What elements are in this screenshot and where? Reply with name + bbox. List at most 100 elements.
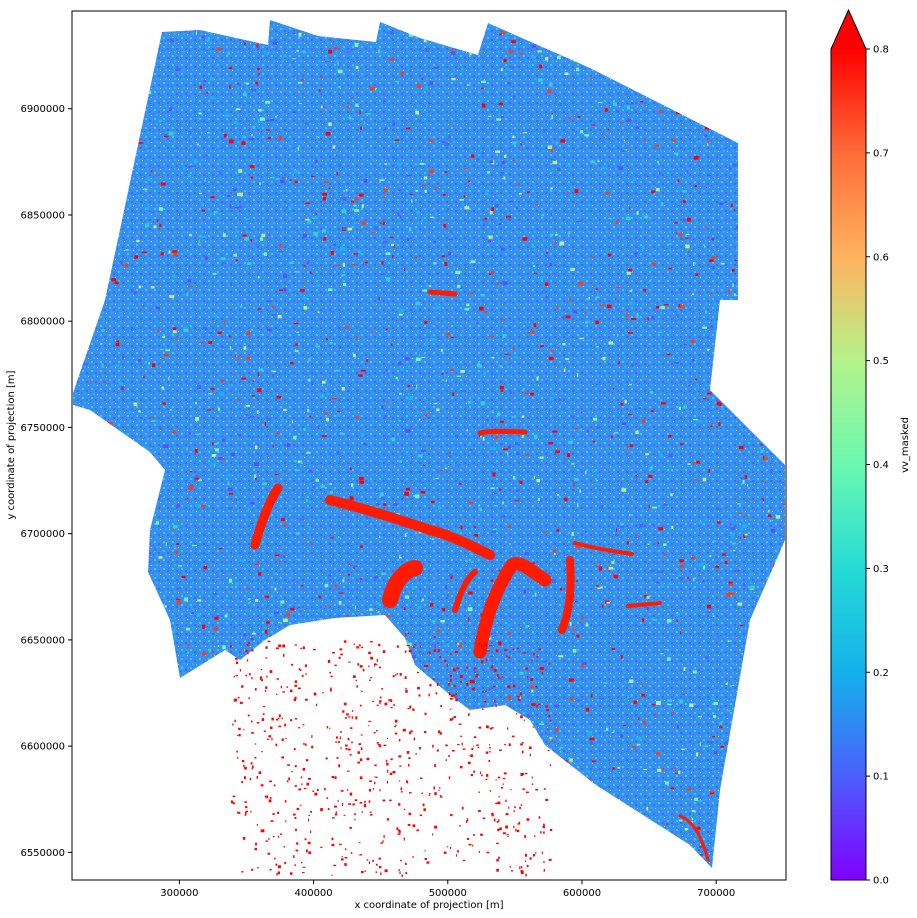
sea-speckle-cell <box>491 727 494 729</box>
sea-speckle-cell <box>277 811 280 814</box>
raster-cell <box>131 327 133 331</box>
sea-speckle-cell <box>324 788 326 791</box>
raster-cell <box>596 426 600 429</box>
raster-cell <box>630 102 634 105</box>
raster-cell <box>300 461 304 464</box>
raster-cell <box>293 322 299 325</box>
raster-cell <box>722 553 726 556</box>
sea-speckle-cell <box>284 799 287 803</box>
raster-cell <box>298 32 302 37</box>
raster-cell <box>612 767 615 770</box>
sea-speckle-cell <box>543 788 546 790</box>
sea-speckle-cell <box>356 646 359 649</box>
sea-speckle-cell <box>277 865 281 869</box>
raster-cell <box>767 514 772 517</box>
raster-cell <box>528 64 532 68</box>
raster-cell <box>550 148 553 153</box>
sea-speckle-cell <box>529 857 532 860</box>
sea-speckle-cell <box>289 872 293 875</box>
raster-cell <box>679 559 684 563</box>
raster-cell <box>303 264 306 267</box>
raster-cell <box>681 748 685 750</box>
sea-speckle-cell <box>373 788 375 790</box>
sea-speckle-cell <box>486 851 490 854</box>
raster-cell <box>141 446 146 449</box>
raster-cell <box>251 89 257 92</box>
raster-cell <box>460 390 466 392</box>
raster-cell <box>274 611 279 614</box>
sea-speckle-cell <box>452 717 454 720</box>
sea-speckle-cell <box>501 786 504 789</box>
raster-cell <box>431 538 435 540</box>
raster-cell <box>625 216 631 221</box>
raster-cell <box>663 543 667 547</box>
raster-cell <box>165 542 167 546</box>
raster-cell <box>578 281 584 286</box>
raster-cell <box>336 554 341 556</box>
raster-cell <box>718 402 722 406</box>
sea-speckle-cell <box>379 700 382 703</box>
raster-cell <box>674 469 679 471</box>
sea-speckle-cell <box>305 664 307 668</box>
raster-cell <box>591 469 596 473</box>
raster-cell <box>294 180 298 183</box>
raster-cell <box>516 451 519 456</box>
sea-speckle-cell <box>351 716 353 719</box>
sea-speckle-cell <box>390 758 393 761</box>
raster-cell <box>762 498 765 501</box>
raster-cell <box>511 416 517 418</box>
sea-speckle-cell <box>409 731 412 735</box>
sea-speckle-cell <box>457 850 459 853</box>
raster-cell <box>657 161 659 164</box>
raster-cell <box>549 262 552 266</box>
raster-cell <box>230 282 233 286</box>
raster-cell <box>515 490 519 493</box>
raster-cell <box>730 527 736 530</box>
raster-cell <box>227 194 231 197</box>
raster-cell <box>450 576 453 579</box>
raster-cell <box>620 522 623 527</box>
raster-cell <box>418 454 423 457</box>
raster-cell <box>606 304 612 309</box>
raster-cell <box>454 651 458 654</box>
sea-speckle-cell <box>359 665 363 668</box>
sea-speckle-cell <box>446 846 449 848</box>
raster-cell <box>385 402 388 404</box>
sea-speckle-cell <box>398 739 401 742</box>
sea-speckle-cell <box>439 787 441 789</box>
raster-cell <box>573 477 579 481</box>
sea-speckle-cell <box>302 767 306 771</box>
sea-speckle-cell <box>295 828 297 832</box>
sea-speckle-cell <box>372 859 374 862</box>
raster-cell <box>590 693 593 698</box>
sea-speckle-cell <box>232 795 236 798</box>
raster-cell <box>254 445 258 450</box>
sea-speckle-cell <box>291 770 293 773</box>
sea-speckle-cell <box>285 737 287 739</box>
raster-cell <box>142 304 145 308</box>
raster-cell <box>683 405 687 409</box>
sea-speckle-cell <box>424 664 426 668</box>
raster-cell <box>467 400 471 404</box>
raster-cell <box>268 233 270 236</box>
raster-cell <box>430 603 434 607</box>
raster-cell <box>217 407 221 411</box>
raster-cell <box>257 118 262 123</box>
sea-speckle-cell <box>434 825 437 829</box>
sea-speckle-cell <box>272 813 275 815</box>
raster-cell <box>198 239 201 243</box>
sea-speckle-cell <box>489 645 492 647</box>
sea-speckle-cell <box>313 692 317 696</box>
sea-speckle-cell <box>260 669 263 671</box>
raster-cell <box>526 404 528 407</box>
raster-cell <box>397 162 403 166</box>
raster-cell <box>152 363 156 367</box>
raster-cell <box>159 495 164 497</box>
sea-speckle-cell <box>343 814 346 816</box>
raster-cell <box>629 207 631 210</box>
sea-speckle-cell <box>476 673 479 676</box>
raster-cell <box>727 739 730 741</box>
x-tick-label: 400000 <box>294 888 332 899</box>
raster-cell <box>460 525 463 530</box>
sea-speckle-cell <box>256 824 258 826</box>
